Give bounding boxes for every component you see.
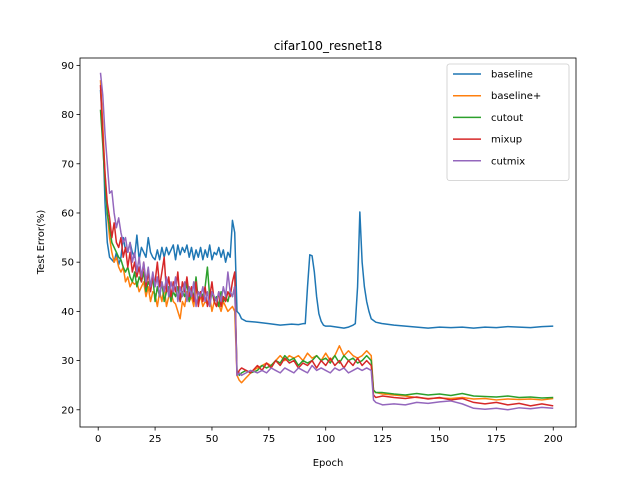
y-tick-label: 50 xyxy=(61,258,74,269)
plot-area-frame xyxy=(79,57,577,428)
x-tick-label: 125 xyxy=(373,434,392,445)
y-tick-label: 40 xyxy=(61,307,74,318)
x-tick-label: 50 xyxy=(206,434,219,445)
x-axis: 0 25 50 75 100 125 150 175 200 xyxy=(95,427,563,445)
y-tick-label: 60 xyxy=(61,208,74,219)
legend-label-cutmix: cutmix xyxy=(491,156,525,167)
legend-label-mixup: mixup xyxy=(491,135,522,146)
x-tick-label: 25 xyxy=(149,434,162,445)
series-line-baseline xyxy=(99,89,554,329)
x-tick-label: 75 xyxy=(262,434,275,445)
y-axis: 20 30 40 50 60 70 80 90 xyxy=(61,61,80,416)
legend: baseline baseline+ cutout mixup cutmix xyxy=(446,63,570,181)
x-tick-label: 200 xyxy=(544,434,563,445)
legend-label-cutout: cutout xyxy=(491,113,523,124)
chart-title: cifar100_resnet18 xyxy=(274,39,383,53)
y-tick-label: 90 xyxy=(61,61,74,72)
x-tick-label: 100 xyxy=(316,434,335,445)
y-tick-label: 20 xyxy=(61,405,74,416)
y-axis-title: Test Error(%) xyxy=(36,210,47,276)
y-tick-label: 80 xyxy=(61,110,74,121)
x-axis-title: Epoch xyxy=(313,458,344,469)
series-line-cutmix xyxy=(99,72,554,411)
x-tick-label: 0 xyxy=(95,434,101,445)
y-tick-label: 30 xyxy=(61,356,74,367)
series-layer xyxy=(99,72,554,411)
series-line-mixup xyxy=(99,85,554,407)
x-tick-label: 175 xyxy=(487,434,506,445)
series-line-baseline-plus xyxy=(99,80,554,401)
legend-label-baseline-plus: baseline+ xyxy=(491,91,541,102)
legend-label-baseline: baseline xyxy=(491,70,533,81)
y-tick-label: 70 xyxy=(61,159,74,170)
legend-box xyxy=(446,63,570,181)
x-tick-label: 150 xyxy=(430,434,449,445)
